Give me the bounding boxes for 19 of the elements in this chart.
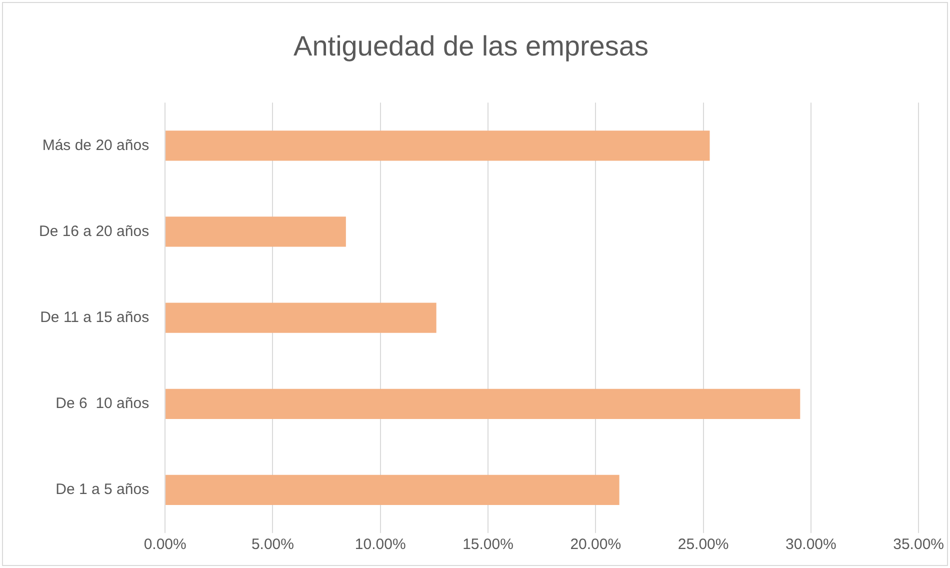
chart-title: Antiguedad de las empresas <box>294 30 648 62</box>
x-tick-label: 30.00% <box>785 536 836 554</box>
x-tick-label: 5.00% <box>251 536 294 554</box>
x-tick-label: 20.00% <box>570 536 622 554</box>
y-tick-label: Más de 20 años <box>42 136 150 154</box>
bar <box>166 130 710 161</box>
x-tick-label: 25.00% <box>678 536 729 554</box>
y-tick-label: De 1 a 5 años <box>56 481 150 498</box>
bar <box>166 216 346 247</box>
bar <box>166 388 800 419</box>
y-tick-label: De 11 a 15 años <box>40 308 150 326</box>
bar <box>166 474 620 506</box>
x-tick-label: 35.00% <box>893 536 944 554</box>
x-tick-label: 15.00% <box>462 536 514 554</box>
y-tick-label: De 16 a 20 años <box>38 222 150 240</box>
y-tick-label: De 6 10 años <box>56 395 150 412</box>
x-tick-label: 10.00% <box>354 536 406 554</box>
x-tick-label: 0.00% <box>144 536 186 554</box>
bar <box>166 302 436 333</box>
